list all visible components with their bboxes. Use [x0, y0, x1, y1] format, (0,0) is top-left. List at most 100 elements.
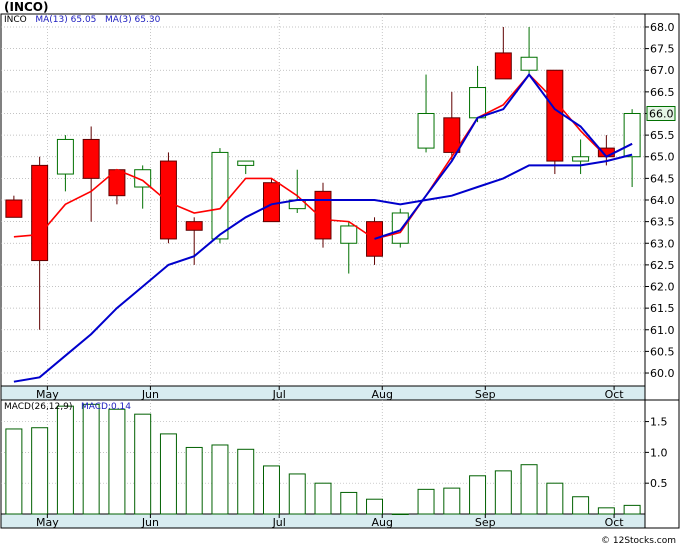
price-xtick-label-1: Jun — [141, 388, 159, 401]
macd-xtick-label-1: Jun — [141, 516, 159, 529]
macd-bar-5 — [134, 413, 152, 515]
candle-19 — [494, 26, 512, 80]
candle-22 — [572, 139, 590, 175]
price-ytick-label-1: 60.5 — [650, 345, 675, 358]
price-xtick-label-4: Sep — [475, 388, 496, 401]
price-ytick-label-16: 68.0 — [650, 21, 675, 34]
macd-ytick-label-1: 1.0 — [650, 446, 668, 459]
candle-body-16 — [417, 112, 435, 149]
candle-2 — [56, 135, 74, 192]
macd-axis-frame — [644, 399, 680, 529]
candle-12 — [314, 182, 332, 248]
candle-0 — [5, 195, 23, 218]
macd-xtick-label-4: Sep — [475, 516, 496, 529]
candle-3 — [82, 126, 100, 222]
price-axis-frame — [644, 13, 680, 401]
price-ytick-label-15: 67.5 — [650, 43, 675, 56]
chart-title: (INCO) — [4, 0, 49, 14]
macd-bar-14 — [366, 498, 384, 515]
macd-bar-17 — [443, 487, 461, 515]
macd-xtick-label-5: Oct — [605, 516, 625, 529]
macd-bar-11 — [288, 473, 306, 515]
price-ytick-label-13: 66.5 — [650, 86, 675, 99]
site-credit: © 12Stocks.com — [601, 536, 676, 546]
macd-bar-23 — [597, 507, 615, 515]
macd-bar-6 — [159, 433, 177, 515]
macd-bar-3 — [82, 403, 100, 515]
last-price-tag: 66.0 — [646, 105, 676, 121]
macd-bar-15 — [391, 513, 409, 515]
candle-body-18 — [469, 87, 487, 119]
price-ytick-label-5: 62.5 — [650, 259, 675, 272]
candle-body-12 — [314, 190, 332, 240]
candle-body-22 — [572, 156, 590, 162]
candle-body-8 — [211, 151, 229, 240]
legend-symbol: INCO — [4, 15, 27, 25]
candle-body-15 — [391, 212, 409, 244]
last-price-label: 66.0 — [649, 107, 674, 120]
candle-body-9 — [237, 160, 255, 166]
macd-legend: MACD(26,12,9) MACD:0.14 — [4, 402, 131, 412]
candle-9 — [237, 160, 255, 175]
price-xtick-label-3: Aug — [372, 388, 393, 401]
macd-bar-13 — [340, 491, 358, 515]
ma13-recent-line — [374, 72, 633, 240]
macd-bar-19 — [494, 470, 512, 515]
candle-body-21 — [546, 69, 564, 162]
macd-bar-2 — [56, 405, 74, 515]
macd-bar-0 — [5, 428, 23, 515]
ma13-line — [13, 153, 633, 383]
macd-ytick-label-2: 1.5 — [650, 416, 668, 429]
macd-bar-22 — [572, 496, 590, 515]
price-legend: INCO MA(13) 65.05 MA(3) 65.30 — [4, 15, 160, 25]
price-xtick-label-0: May — [36, 388, 59, 401]
macd-bar-21 — [546, 482, 564, 515]
legend-ma3-label: MA(3) — [105, 15, 132, 25]
candle-body-3 — [82, 138, 100, 179]
price-ytick-label-11: 65.5 — [650, 129, 675, 142]
macd-bar-4 — [108, 408, 126, 515]
candle-body-0 — [5, 199, 23, 218]
last-price-box — [646, 105, 676, 121]
candle-15 — [391, 208, 409, 248]
legend-ma13-label: MA(13) — [35, 15, 68, 25]
price-ytick-label-6: 63.0 — [650, 237, 675, 250]
macd-bar-10 — [262, 465, 280, 515]
price-xtick-label-2: Jul — [272, 388, 286, 401]
candle-body-2 — [56, 138, 74, 175]
candle-body-13 — [340, 225, 358, 244]
macd-bar-1 — [31, 427, 49, 515]
price-ytick-label-8: 64.0 — [650, 194, 675, 207]
candle-body-10 — [262, 182, 280, 223]
price-xtick-label-5: Oct — [605, 388, 625, 401]
candle-body-1 — [31, 164, 49, 262]
candle-8 — [211, 148, 229, 244]
candle-body-20 — [520, 56, 538, 71]
price-ytick-label-9: 64.5 — [650, 172, 675, 185]
price-ytick-label-3: 61.5 — [650, 302, 675, 315]
candle-body-24 — [623, 112, 641, 158]
macd-bar-24 — [623, 504, 641, 515]
macd-bar-8 — [211, 444, 229, 515]
macd-xtick-label-0: May — [36, 516, 59, 529]
candle-16 — [417, 74, 435, 153]
macd-ytick-label-0: 0.5 — [650, 477, 668, 490]
price-ytick-label-7: 63.5 — [650, 216, 675, 229]
macd-bar-12 — [314, 482, 332, 515]
candle-10 — [262, 178, 280, 223]
macd-bar-18 — [469, 475, 487, 515]
legend-ma3-value: 65.30 — [134, 15, 161, 25]
candle-5 — [134, 165, 152, 209]
price-date-band — [0, 385, 646, 401]
macd-bar-9 — [237, 448, 255, 515]
candle-17 — [443, 91, 461, 162]
macd-date-band — [0, 513, 646, 529]
price-ytick-label-10: 65.0 — [650, 151, 675, 164]
candle-body-17 — [443, 117, 461, 153]
candle-body-6 — [159, 160, 177, 240]
candle-6 — [159, 152, 177, 244]
macd-bar-20 — [520, 464, 538, 515]
candle-body-7 — [185, 221, 203, 231]
